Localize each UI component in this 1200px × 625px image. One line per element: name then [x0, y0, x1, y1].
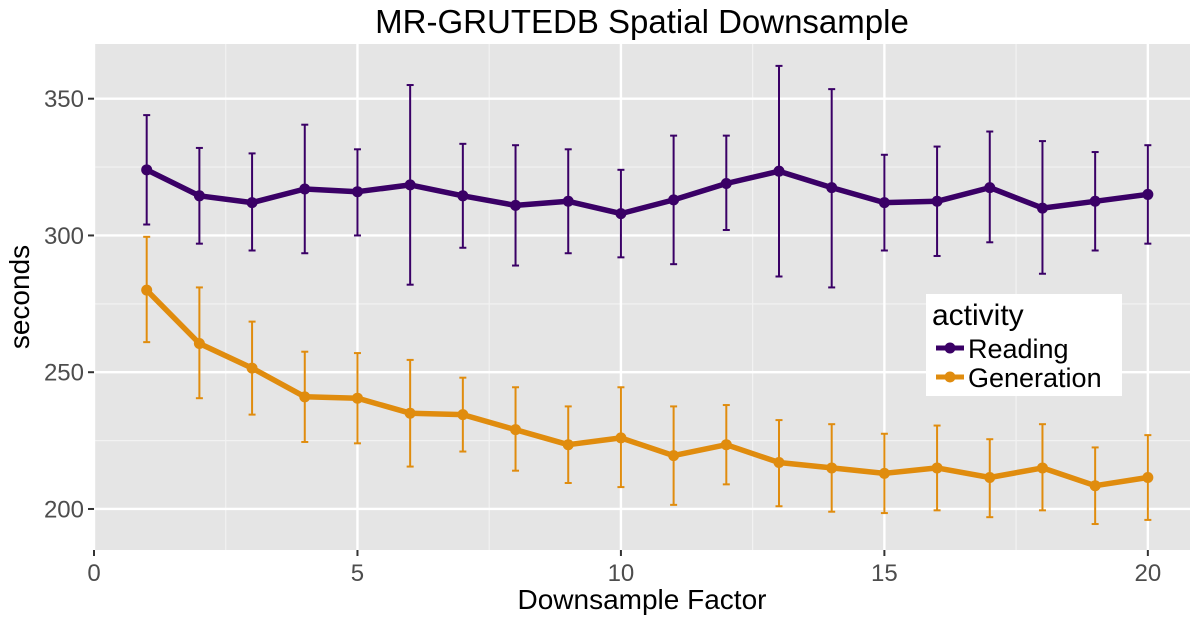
data-point-generation	[773, 456, 785, 468]
y-tick-label: 200	[44, 496, 84, 523]
x-tick-label: 20	[1134, 560, 1161, 587]
data-point-generation	[246, 362, 258, 374]
data-point-generation	[931, 462, 943, 474]
x-tick-label: 0	[87, 560, 100, 587]
data-point-generation	[720, 439, 732, 451]
data-point-reading	[457, 190, 469, 202]
data-point-generation	[562, 439, 574, 451]
series-layer	[141, 64, 1154, 526]
legend: activity Reading Generation	[926, 294, 1122, 396]
legend-title: activity	[932, 299, 1024, 332]
data-point-reading	[1036, 202, 1048, 214]
y-tick-label: 350	[44, 86, 84, 113]
data-point-generation	[984, 472, 996, 484]
x-tick-label: 10	[608, 560, 635, 587]
data-point-reading	[720, 177, 732, 189]
data-point-reading	[193, 190, 205, 202]
data-point-generation	[404, 407, 416, 419]
x-axis-title: Downsample Factor	[518, 584, 767, 615]
legend-label-reading: Reading	[968, 334, 1069, 364]
data-point-reading	[299, 183, 311, 195]
legend-key-point-reading	[944, 342, 956, 354]
data-point-reading	[1142, 188, 1154, 200]
data-point-reading	[404, 179, 416, 191]
data-point-reading	[141, 164, 153, 176]
legend-key-point-generation	[944, 371, 956, 383]
data-point-generation	[299, 391, 311, 403]
data-point-generation	[510, 424, 522, 436]
data-point-generation	[193, 337, 205, 349]
x-tick-label: 5	[351, 560, 364, 587]
data-point-reading	[878, 197, 890, 209]
data-point-reading	[615, 208, 627, 220]
data-point-generation	[826, 462, 838, 474]
data-point-reading	[562, 195, 574, 207]
data-point-generation	[878, 467, 890, 479]
data-point-generation	[141, 284, 153, 296]
chart-title: MR-GRUTEDB Spatial Downsample	[375, 3, 909, 40]
data-point-generation	[1142, 472, 1154, 484]
data-point-generation	[668, 450, 680, 462]
x-tick-label: 15	[871, 560, 898, 587]
series-line-generation	[143, 287, 1151, 489]
y-axis-title: seconds	[4, 245, 35, 349]
data-point-reading	[246, 197, 258, 209]
data-point-reading	[351, 186, 363, 198]
data-point-reading	[510, 199, 522, 211]
data-point-generation	[457, 409, 469, 421]
legend-item-reading: Reading	[936, 334, 1069, 364]
data-point-reading	[931, 195, 943, 207]
axes: 0 5 10 15 20 200 250 300 350	[44, 86, 1161, 587]
legend-label-generation: Generation	[968, 363, 1102, 393]
y-tick-label: 250	[44, 360, 84, 387]
data-point-reading	[1089, 195, 1101, 207]
data-point-reading	[826, 182, 838, 194]
data-point-reading	[668, 194, 680, 206]
data-point-reading	[773, 165, 785, 177]
series-reading	[141, 64, 1154, 289]
series-generation	[141, 235, 1154, 526]
data-point-generation	[1089, 480, 1101, 492]
data-point-generation	[1036, 462, 1048, 474]
legend-item-generation: Generation	[936, 363, 1102, 393]
series-line-reading	[143, 167, 1151, 217]
data-point-reading	[984, 182, 996, 194]
data-point-generation	[351, 392, 363, 404]
data-point-generation	[615, 432, 627, 444]
y-tick-label: 300	[44, 223, 84, 250]
